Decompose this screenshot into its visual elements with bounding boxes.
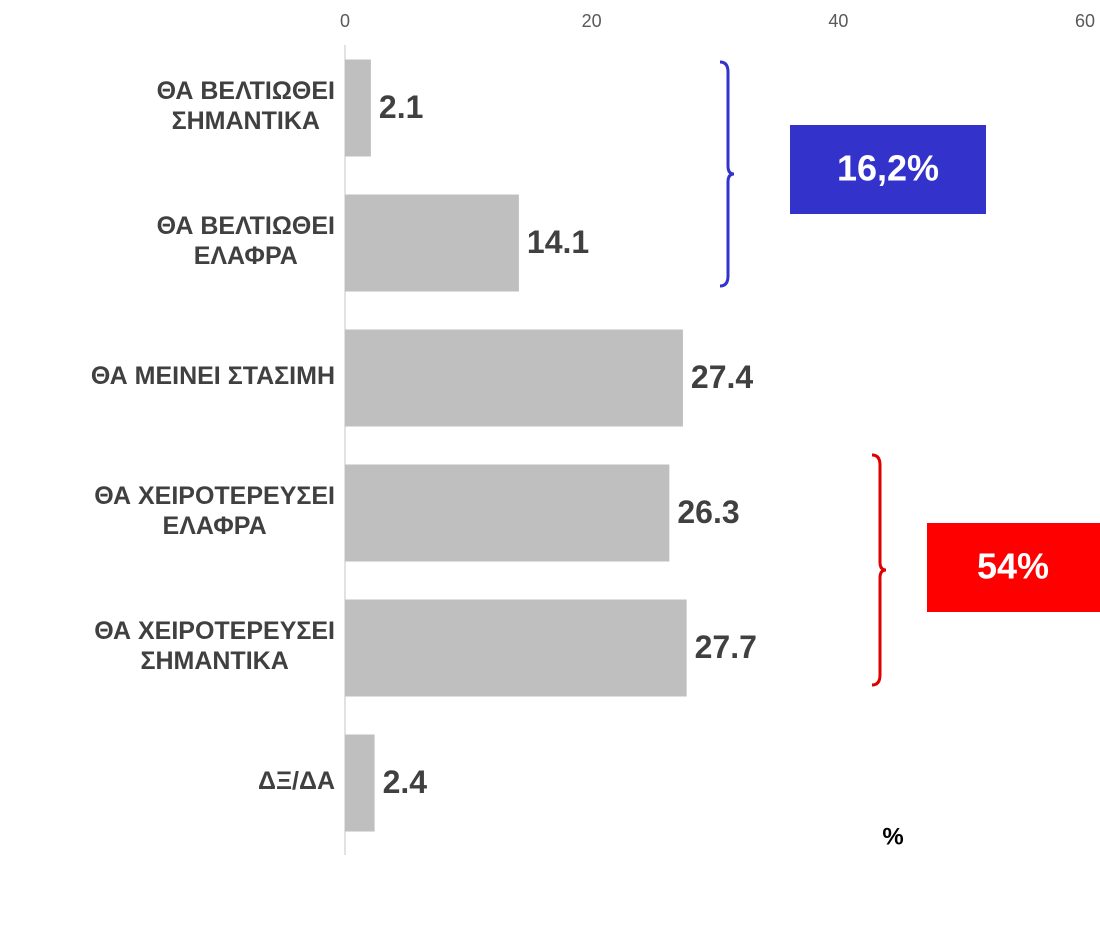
category-label-line: ΘΑ ΜΕΙΝΕΙ ΣΤΑΣΙΜΗ xyxy=(91,362,335,390)
bar xyxy=(345,464,670,562)
bar xyxy=(345,734,375,832)
category-label-line: ΘΑ ΧΕΙΡΟΤΕΡΕΥΣΕΙ xyxy=(94,617,335,645)
x-tick-label: 0 xyxy=(340,11,350,31)
category-label-line: ΕΛΑΦΡΑ xyxy=(194,242,298,270)
value-label: 2.4 xyxy=(383,764,428,800)
annotation-box xyxy=(927,523,1100,612)
red-brace xyxy=(871,453,887,687)
annotation: 54% xyxy=(977,546,1049,587)
x-tick-label: 60 xyxy=(1075,11,1095,31)
bar xyxy=(345,194,519,292)
blue-brace xyxy=(719,60,735,288)
bar xyxy=(345,599,687,697)
value-label: 2.1 xyxy=(379,89,423,125)
bar xyxy=(345,329,683,427)
category-label-line: ΘΑ ΧΕΙΡΟΤΕΡΕΥΣΕΙ xyxy=(94,482,335,510)
category-label-line: ΣΗΜΑΝΤΙΚΑ xyxy=(140,647,288,675)
value-label: 27.4 xyxy=(691,359,753,395)
category-label-line: ΔΞ/ΔΑ xyxy=(258,767,335,795)
annotation-box xyxy=(790,125,986,214)
category-label: ΘΑ ΜΕΙΝΕΙ ΣΤΑΣΙΜΗ xyxy=(91,362,335,390)
value-label: 27.7 xyxy=(695,629,757,665)
x-tick-label: 40 xyxy=(828,11,848,31)
category-label-line: ΕΛΑΦΡΑ xyxy=(163,512,267,540)
category-label-line: ΣΗΜΑΝΤΙΚΑ xyxy=(172,107,320,135)
category-label: ΔΞ/ΔΑ xyxy=(258,767,335,795)
value-label: 14.1 xyxy=(527,224,589,260)
axis-label: % xyxy=(882,823,903,850)
value-label: 26.3 xyxy=(677,494,739,530)
bar xyxy=(345,59,371,157)
category-label-line: ΘΑ ΒΕΛΤΙΩΘΕΙ xyxy=(157,212,335,240)
x-tick-label: 20 xyxy=(582,11,602,31)
category-label-line: ΘΑ ΒΕΛΤΙΩΘΕΙ xyxy=(157,77,335,105)
annotation: 16,2% xyxy=(837,148,939,189)
